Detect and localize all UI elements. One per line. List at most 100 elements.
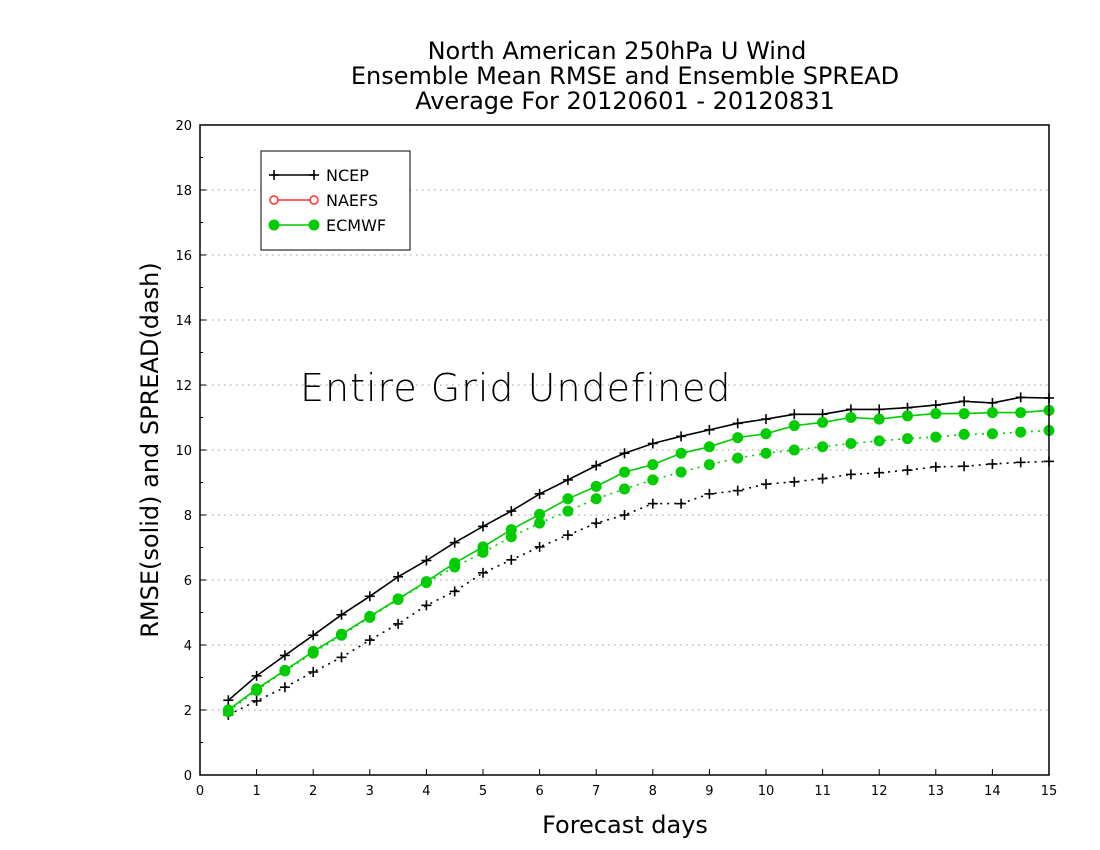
data-point-plus bbox=[364, 591, 375, 602]
x-tick-label: 6 bbox=[535, 784, 543, 799]
data-point-plus bbox=[478, 521, 488, 532]
data-point-circle bbox=[703, 441, 715, 453]
y-tick-label: 18 bbox=[175, 184, 192, 199]
data-point-plus bbox=[874, 467, 885, 478]
legend-item-ncep: NCEP bbox=[269, 166, 369, 185]
data-point-circle bbox=[986, 428, 998, 440]
data-point-plus bbox=[732, 485, 743, 496]
data-point-circle bbox=[534, 517, 546, 529]
data-point-circle bbox=[930, 408, 942, 420]
x-tick-label: 0 bbox=[196, 784, 204, 799]
data-point-plus bbox=[279, 650, 290, 661]
data-point-plus bbox=[308, 630, 319, 641]
data-point-plus bbox=[902, 465, 913, 476]
data-point-plus bbox=[647, 438, 658, 449]
x-tick-label: 2 bbox=[309, 784, 317, 799]
data-point-plus bbox=[269, 170, 279, 180]
data-point-circle bbox=[590, 480, 602, 492]
data-point-circle bbox=[902, 410, 913, 422]
data-point-circle bbox=[986, 407, 998, 419]
data-point-plus bbox=[676, 498, 687, 509]
data-point-plus bbox=[421, 555, 432, 566]
chart-title-line-2: Ensemble Mean RMSE and Ensemble SPREAD bbox=[351, 62, 899, 90]
data-point-circle bbox=[958, 428, 970, 440]
chart-title-line-3: Average For 20120601 - 20120831 bbox=[415, 87, 835, 115]
data-point-plus bbox=[251, 670, 262, 681]
x-tick-label: 14 bbox=[984, 784, 1001, 799]
data-point-circle bbox=[675, 466, 687, 478]
chart-title-line-1: North American 250hPa U Wind bbox=[428, 37, 807, 65]
legend-label: ECMWF bbox=[326, 216, 386, 235]
data-point-plus bbox=[647, 498, 658, 509]
data-point-plus bbox=[874, 404, 885, 415]
series-ecmwf-rmse bbox=[222, 404, 1055, 716]
data-point-plus bbox=[987, 458, 998, 469]
data-point-plus bbox=[534, 488, 545, 499]
data-point-open-circle bbox=[309, 195, 319, 205]
data-point-circle bbox=[647, 459, 659, 471]
data-point-circle bbox=[845, 438, 857, 449]
y-tick-label: 2 bbox=[184, 704, 192, 719]
data-point-circle bbox=[477, 546, 489, 558]
x-axis-title: Forecast days bbox=[542, 811, 708, 839]
data-point-circle bbox=[251, 685, 263, 696]
data-point-circle bbox=[873, 413, 885, 425]
data-point-circle bbox=[902, 433, 913, 445]
x-tick-label: 9 bbox=[705, 784, 713, 799]
data-point-plus bbox=[336, 652, 347, 663]
data-point-plus bbox=[506, 506, 517, 517]
data-point-plus bbox=[562, 474, 573, 485]
data-point-plus bbox=[761, 414, 771, 425]
data-point-plus bbox=[506, 554, 517, 565]
chart-title: North American 250hPa U Wind Ensemble Me… bbox=[351, 37, 899, 115]
data-point-circle bbox=[336, 629, 347, 641]
data-point-circle bbox=[732, 432, 744, 444]
data-point-plus bbox=[251, 695, 262, 706]
y-tick-label: 16 bbox=[175, 249, 192, 264]
data-point-plus bbox=[591, 518, 602, 529]
legend-label: NCEP bbox=[326, 166, 369, 185]
data-point-plus bbox=[959, 461, 970, 472]
data-point-plus bbox=[761, 479, 771, 490]
data-point-circle bbox=[958, 408, 970, 420]
data-point-circle bbox=[647, 474, 659, 486]
data-point-circle bbox=[222, 706, 234, 718]
data-point-plus bbox=[562, 530, 573, 541]
annotation-text: Entire Grid Undefined bbox=[300, 366, 732, 410]
series-line bbox=[227, 460, 1050, 716]
data-point-plus bbox=[534, 541, 545, 552]
data-point-circle bbox=[1015, 426, 1027, 438]
data-point-plus bbox=[789, 409, 800, 420]
series-line bbox=[227, 396, 1050, 701]
data-point-circle bbox=[760, 447, 772, 459]
x-tick-label: 11 bbox=[814, 784, 831, 799]
data-point-plus bbox=[393, 571, 404, 582]
x-tick-label: 15 bbox=[1041, 784, 1058, 799]
data-point-plus bbox=[789, 476, 800, 487]
x-tick-label: 7 bbox=[592, 784, 600, 799]
data-point-plus bbox=[930, 461, 941, 472]
data-point-plus bbox=[364, 635, 375, 646]
legend-item-naefs: NAEFS bbox=[269, 191, 378, 210]
series-layer bbox=[222, 392, 1055, 720]
data-point-plus bbox=[478, 567, 488, 578]
data-point-circle bbox=[590, 493, 602, 505]
data-point-plus bbox=[421, 600, 432, 611]
data-point-circle bbox=[420, 577, 432, 589]
data-point-plus bbox=[704, 424, 715, 435]
data-point-plus bbox=[704, 488, 715, 499]
data-point-circle bbox=[817, 441, 829, 453]
data-point-circle bbox=[505, 531, 517, 543]
data-point-plus bbox=[223, 695, 234, 706]
x-tick-label: 8 bbox=[649, 784, 657, 799]
data-point-plus bbox=[959, 396, 970, 407]
data-point-circle bbox=[279, 665, 291, 677]
y-tick-label: 10 bbox=[175, 444, 192, 459]
data-point-circle bbox=[675, 447, 687, 459]
data-point-circle bbox=[703, 459, 715, 471]
legend-item-ecmwf: ECMWF bbox=[268, 216, 386, 235]
x-tick-label: 10 bbox=[758, 784, 775, 799]
data-point-plus bbox=[619, 448, 630, 459]
data-point-circle bbox=[392, 594, 404, 605]
